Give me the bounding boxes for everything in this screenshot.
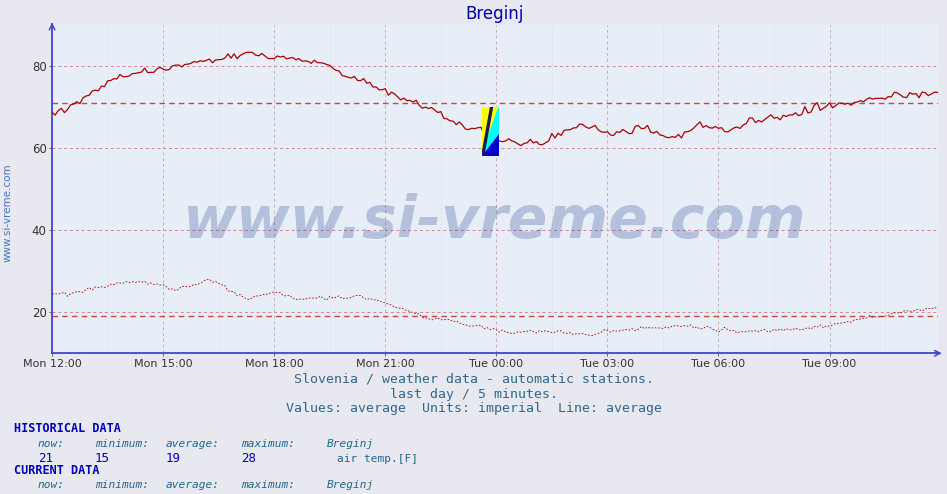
Text: last day / 5 minutes.: last day / 5 minutes. — [389, 388, 558, 401]
Text: 74: 74 — [38, 493, 53, 494]
Text: now:: now: — [38, 480, 65, 490]
Text: Breginj: Breginj — [327, 439, 374, 449]
Polygon shape — [482, 107, 492, 156]
Text: 71: 71 — [166, 493, 181, 494]
Text: 83: 83 — [241, 493, 257, 494]
Text: average:: average: — [166, 439, 220, 449]
Text: 19: 19 — [166, 452, 181, 465]
Text: 15: 15 — [95, 452, 110, 465]
Text: minimum:: minimum: — [95, 480, 149, 490]
Text: maximum:: maximum: — [241, 439, 295, 449]
Polygon shape — [481, 107, 499, 156]
Text: Values: average  Units: imperial  Line: average: Values: average Units: imperial Line: av… — [285, 403, 662, 415]
Text: maximum:: maximum: — [241, 480, 295, 490]
Text: Breginj: Breginj — [327, 480, 374, 490]
Text: 62: 62 — [95, 493, 110, 494]
Polygon shape — [481, 107, 499, 156]
Text: Slovenia / weather data - automatic stations.: Slovenia / weather data - automatic stat… — [294, 373, 653, 386]
Text: 28: 28 — [241, 452, 257, 465]
Text: 21: 21 — [38, 452, 53, 465]
Text: www.si-vreme.com: www.si-vreme.com — [183, 193, 807, 250]
Text: now:: now: — [38, 439, 65, 449]
Title: Breginj: Breginj — [466, 5, 524, 23]
Text: air temp.[F]: air temp.[F] — [337, 454, 419, 464]
Text: HISTORICAL DATA: HISTORICAL DATA — [14, 422, 121, 435]
Text: minimum:: minimum: — [95, 439, 149, 449]
Text: average:: average: — [166, 480, 220, 490]
Text: CURRENT DATA: CURRENT DATA — [14, 464, 99, 477]
Polygon shape — [481, 134, 499, 156]
Text: www.si-vreme.com: www.si-vreme.com — [3, 163, 12, 262]
